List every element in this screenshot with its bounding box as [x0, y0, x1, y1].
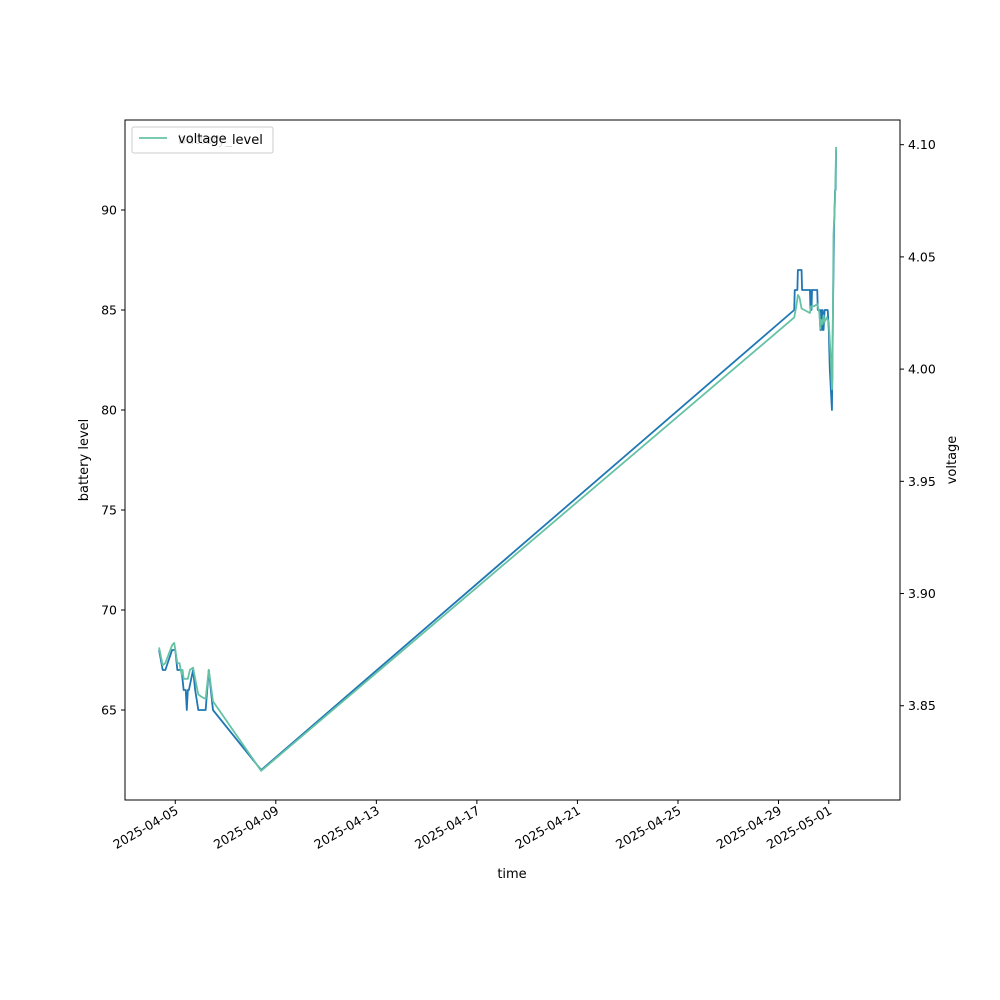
y-tick-label: 85 — [101, 303, 117, 318]
y2-tick-label: 3.95 — [908, 474, 936, 489]
y2-tick-label: 4.05 — [908, 249, 936, 264]
plot-layer — [158, 146, 838, 772]
legend-overlap-mask — [175, 129, 233, 149]
series-line-voltage — [158, 146, 838, 772]
y2-tick-label: 4.00 — [908, 362, 936, 377]
plot-frame — [124, 119, 901, 801]
y2-axis-label: voltage — [945, 436, 960, 485]
y2-tick-label: 3.90 — [908, 586, 936, 601]
y-tick-label: 65 — [101, 703, 117, 718]
y-axis-label: battery level — [77, 419, 92, 502]
y-tick-label: 70 — [101, 603, 117, 618]
legend: battery_level voltage — [131, 126, 274, 154]
x-axis-label: time — [497, 867, 526, 882]
legend-label-voltage: voltage — [178, 132, 227, 147]
y2-tick-label: 3.85 — [908, 698, 936, 713]
y-tick-label: 90 — [101, 203, 117, 218]
y-tick-label: 75 — [101, 503, 117, 518]
y-tick-label: 80 — [101, 403, 117, 418]
y2-tick-label: 4.10 — [908, 137, 936, 152]
